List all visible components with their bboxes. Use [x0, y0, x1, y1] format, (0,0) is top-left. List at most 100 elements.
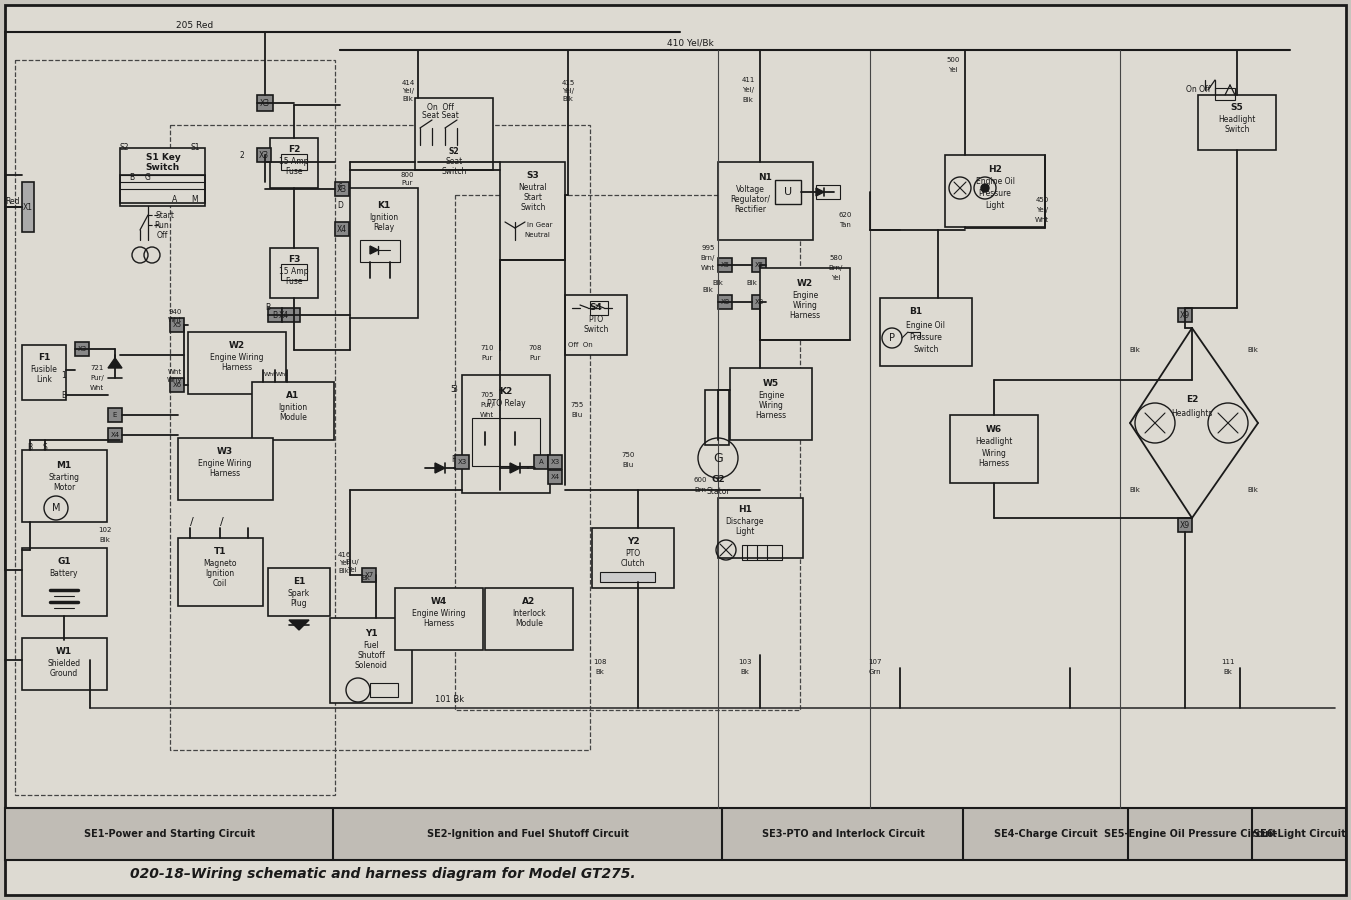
Text: X3: X3 — [77, 346, 86, 352]
Text: Wiring: Wiring — [982, 449, 1006, 458]
Bar — [22, 638, 107, 690]
Bar — [108, 428, 122, 442]
Text: U: U — [784, 187, 792, 197]
Text: Voltage: Voltage — [735, 185, 765, 194]
Bar — [22, 345, 66, 400]
Polygon shape — [509, 463, 520, 473]
Text: W5: W5 — [763, 379, 780, 388]
Text: Why: Why — [168, 377, 182, 383]
Text: K2: K2 — [500, 388, 512, 397]
Text: Yel: Yel — [948, 67, 958, 73]
Text: Plug: Plug — [290, 599, 307, 608]
Text: On  Off: On Off — [427, 103, 454, 112]
Text: Blk: Blk — [339, 568, 350, 574]
Text: On Off: On Off — [1186, 86, 1210, 94]
Text: G1: G1 — [57, 557, 70, 566]
Text: Regulator/: Regulator/ — [730, 195, 770, 204]
Bar — [188, 332, 286, 394]
Text: PTO: PTO — [626, 550, 640, 559]
Text: Tan: Tan — [839, 222, 851, 228]
Text: G2: G2 — [711, 475, 725, 484]
Text: Shielded: Shielded — [47, 660, 81, 669]
Bar — [717, 258, 732, 272]
Bar — [705, 390, 730, 445]
Text: Yel: Yel — [831, 275, 840, 281]
Text: Neutral: Neutral — [519, 184, 547, 193]
Text: Fuel: Fuel — [363, 642, 378, 651]
Text: Brn/: Brn/ — [701, 255, 715, 261]
Text: Harness: Harness — [423, 619, 454, 628]
Bar — [549, 470, 562, 484]
Text: X3: X3 — [336, 184, 347, 194]
Bar — [281, 154, 307, 170]
Text: Blk: Blk — [1247, 347, 1258, 353]
Bar — [455, 455, 469, 469]
Bar — [267, 568, 330, 616]
Text: Blk: Blk — [1129, 487, 1140, 493]
Bar — [253, 382, 334, 440]
Text: Light: Light — [735, 527, 755, 536]
Text: Red: Red — [5, 197, 20, 206]
Text: Headlights: Headlights — [1171, 409, 1213, 418]
Text: Bk: Bk — [362, 575, 370, 581]
Text: Seat: Seat — [446, 158, 462, 166]
Text: Brn/: Brn/ — [828, 265, 843, 271]
Bar — [335, 182, 349, 196]
Text: Wht: Wht — [263, 373, 277, 377]
Text: Grn: Grn — [869, 669, 881, 675]
Text: H1: H1 — [738, 506, 753, 515]
Text: F: F — [451, 455, 455, 464]
Text: 102: 102 — [99, 527, 112, 533]
Text: S4: S4 — [589, 303, 603, 312]
Text: S1: S1 — [190, 143, 200, 152]
Text: D: D — [336, 201, 343, 210]
Bar — [565, 295, 627, 355]
Bar — [170, 318, 184, 332]
Text: /: / — [220, 517, 224, 527]
Bar — [394, 588, 484, 650]
Bar — [742, 545, 782, 560]
Text: Blu/: Blu/ — [346, 559, 359, 565]
Text: A: A — [173, 195, 177, 204]
Text: F3: F3 — [288, 256, 300, 265]
Text: Run: Run — [154, 220, 169, 230]
Text: S2: S2 — [449, 148, 459, 157]
Text: X3: X3 — [259, 98, 270, 107]
Text: E2: E2 — [1186, 395, 1198, 404]
Text: Fuse: Fuse — [285, 277, 303, 286]
Text: 620: 620 — [839, 212, 851, 218]
Text: G: G — [713, 452, 723, 464]
Bar — [500, 162, 565, 260]
Text: B: B — [130, 174, 135, 183]
Text: Switch: Switch — [442, 167, 466, 176]
Text: X1: X1 — [23, 202, 32, 211]
Text: 600: 600 — [693, 477, 707, 483]
Bar — [108, 408, 122, 422]
Polygon shape — [289, 620, 309, 630]
Text: X9: X9 — [1179, 310, 1190, 320]
Text: Blu: Blu — [623, 462, 634, 468]
Text: Engine Wiring: Engine Wiring — [211, 354, 263, 363]
Text: SE3-PTO and Interlock Circuit: SE3-PTO and Interlock Circuit — [762, 829, 924, 839]
Text: 5: 5 — [451, 385, 455, 394]
Bar — [485, 588, 573, 650]
Bar — [270, 138, 317, 188]
Text: Switch: Switch — [1224, 125, 1250, 134]
Text: Engine Wiring: Engine Wiring — [412, 609, 466, 618]
Text: Module: Module — [515, 619, 543, 628]
Polygon shape — [370, 246, 378, 254]
Text: Harness: Harness — [789, 310, 820, 320]
Text: Rectifier: Rectifier — [734, 205, 766, 214]
Text: Yel/: Yel/ — [403, 88, 413, 94]
Text: Coil: Coil — [213, 580, 227, 589]
Text: 6: 6 — [338, 184, 342, 193]
Text: Switch: Switch — [913, 345, 939, 354]
Text: H2: H2 — [988, 166, 1002, 175]
Bar — [1178, 308, 1192, 322]
Bar — [281, 264, 307, 280]
Text: Blk: Blk — [403, 96, 413, 102]
Text: A: A — [539, 459, 543, 465]
Text: F1: F1 — [38, 354, 50, 363]
Text: W2: W2 — [797, 278, 813, 287]
Text: 580: 580 — [830, 255, 843, 261]
